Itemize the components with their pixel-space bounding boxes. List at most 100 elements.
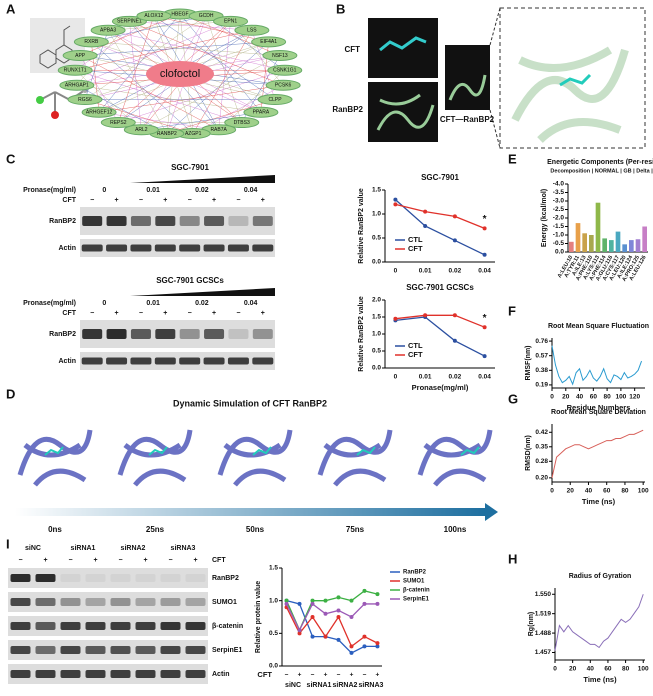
center-node [146, 61, 214, 87]
node [57, 64, 93, 76]
series-line [551, 429, 644, 478]
zoom-protein [511, 46, 629, 143]
blot-band [179, 244, 201, 252]
blot-band [35, 598, 56, 606]
group-label: siNC [25, 545, 41, 552]
row-label: Pronase(mg/ml) [23, 300, 76, 307]
row-label: RanBP2 [49, 331, 76, 338]
node [265, 79, 301, 91]
y-axis-label: Energy (kcal/mol) [541, 189, 548, 247]
node-label: RAB7A [210, 127, 227, 133]
blot-band [252, 329, 273, 339]
network-edge [192, 30, 253, 134]
x-tick-label: − [311, 672, 315, 679]
x-tick-label: 0 [550, 488, 554, 495]
point [284, 598, 289, 603]
panel-label: B [336, 1, 345, 16]
point [336, 615, 341, 619]
chart-title: Radius of Gyration [569, 573, 632, 580]
node-label: DTBS3 [234, 120, 250, 126]
legend-label: SerpinE1 [403, 597, 430, 603]
blot-band [35, 670, 56, 678]
dose-label: 0.02 [195, 187, 209, 194]
network-edge [108, 30, 285, 71]
annotation: * [483, 214, 487, 225]
time-label: 50ns [246, 525, 265, 534]
node-label: ARL2 [135, 127, 148, 133]
y-tick-label: -2.0 [553, 215, 565, 222]
y-tick-label: 0.35 [535, 444, 548, 451]
bar [609, 240, 614, 252]
point [452, 214, 457, 219]
zoom-line [489, 7, 501, 46]
network-edge [76, 84, 261, 113]
node [81, 106, 117, 118]
dose-wedge [130, 288, 275, 296]
blot-band [135, 598, 156, 606]
y-tick-label: 2.0 [372, 297, 381, 304]
node [67, 94, 103, 106]
network-edge [129, 21, 142, 130]
y-tick-label: -3.5 [553, 189, 565, 196]
network-edge [179, 13, 280, 56]
x-tick-label: 0 [550, 394, 554, 401]
network-edge [218, 21, 231, 130]
node [262, 49, 298, 61]
blot-band [106, 329, 127, 339]
network-edge [91, 41, 194, 134]
bar [569, 241, 574, 252]
point [349, 650, 354, 655]
blot-band [85, 622, 106, 630]
blot-band [10, 646, 31, 654]
y-tick-label: 0.0 [372, 259, 381, 266]
network-edge [107, 30, 168, 134]
node-label: RANBP2 [157, 131, 177, 137]
row-label: CFT [62, 310, 76, 317]
bar [595, 202, 601, 252]
x-tick-label: 0 [394, 268, 398, 275]
x-tick-label: 20 [562, 394, 570, 401]
sign-label: − [90, 197, 94, 204]
network-edge [118, 69, 285, 123]
y-tick-label: -1.5 [553, 223, 565, 230]
network-edge [84, 15, 207, 100]
point [310, 634, 315, 639]
x-tick-label: 80 [622, 666, 630, 673]
node-label: ALOX12 [144, 13, 163, 19]
point [482, 325, 487, 330]
x-tick-label: − [285, 672, 289, 679]
blot-band [135, 646, 156, 654]
row-label: CFT [62, 197, 76, 204]
y-tick-label: 0.0 [555, 249, 564, 256]
x-tick-label: 0.02 [449, 374, 462, 381]
blot-band [160, 622, 181, 630]
blot-band [106, 216, 127, 226]
y-tick-label: -1.0 [553, 232, 565, 239]
y-tick-label: 0.76 [535, 338, 548, 345]
node-label: ARHGEF12 [86, 110, 113, 116]
blot-band [82, 329, 103, 339]
blot-band [185, 646, 206, 654]
network-edge [118, 15, 155, 123]
node [136, 10, 172, 22]
point [336, 608, 341, 613]
node-label: EPN1 [224, 19, 237, 25]
legend-label: CTL [408, 341, 423, 350]
x-tick-label: − [363, 672, 367, 679]
time-label: 0ns [48, 525, 62, 534]
blot-bg [8, 592, 208, 612]
y-tick-label: 1.0 [372, 331, 381, 338]
sign-label: + [193, 557, 197, 564]
network-edge [129, 21, 252, 31]
y-axis-label: Relative RanBP2 value [358, 296, 365, 372]
x-axis-label: Residue Numbers [567, 403, 631, 412]
time-arrow-head [485, 503, 498, 521]
x-tick-label: 0.04 [478, 374, 491, 381]
node [62, 49, 98, 61]
panel-label: F [508, 303, 516, 318]
point [393, 316, 398, 321]
y-tick-label: 0.19 [535, 382, 548, 389]
node [243, 106, 279, 118]
blot-band [35, 646, 56, 654]
node [59, 79, 95, 91]
